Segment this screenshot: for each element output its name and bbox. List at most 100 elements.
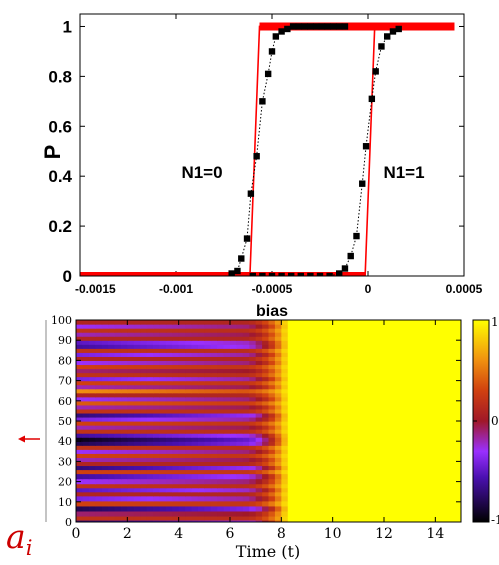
heatmap-cell — [294, 340, 302, 345]
heatmap-cell — [441, 425, 449, 430]
heatmap-cell — [76, 429, 84, 434]
heatmap-cell — [249, 412, 257, 418]
heatmap-cell — [274, 376, 282, 382]
heatmap-cell — [339, 388, 347, 394]
heatmap-cell — [377, 469, 385, 475]
heatmap-cell — [140, 421, 148, 426]
heatmap-cell — [114, 364, 122, 370]
heatmap-cell — [236, 495, 244, 502]
heatmap-cell — [409, 469, 417, 475]
heatmap-cell — [165, 396, 173, 402]
heatmap-cell — [95, 429, 103, 434]
heatmap-cell — [390, 328, 398, 333]
heatmap-cell — [371, 336, 379, 341]
heatmap-cell — [242, 469, 250, 475]
heatmap-cell — [274, 400, 282, 406]
heatmap-cell — [114, 478, 122, 485]
heatmap-cell — [76, 360, 84, 366]
heatmap-cell — [422, 449, 430, 454]
heatmap-cell — [120, 500, 128, 507]
heatmap-cell — [114, 519, 122, 522]
heatmap-cell — [300, 465, 308, 471]
heatmap-cell — [255, 364, 263, 370]
heatmap-cell — [384, 478, 392, 485]
heatmap-cell — [422, 510, 430, 517]
heatmap-cell — [185, 473, 193, 480]
heatmap-cell — [172, 495, 180, 502]
heatmap-cell — [159, 344, 167, 349]
data-point — [326, 272, 333, 276]
heatmap-cell — [255, 491, 263, 497]
heatmap-cell — [319, 332, 327, 337]
heatmap-cell — [88, 332, 96, 337]
heatmap-cell — [249, 400, 257, 406]
heatmap-cell — [307, 449, 315, 454]
heatmap-cell — [120, 433, 128, 438]
heatmap-cell — [127, 469, 135, 475]
heatmap-cell — [300, 433, 308, 438]
heatmap-cell — [172, 491, 180, 497]
heatmap-cell — [172, 510, 180, 517]
heatmap-cell — [448, 465, 456, 471]
heatmap-cell — [319, 457, 327, 462]
heatmap-cell — [133, 425, 141, 430]
heatmap-cell — [326, 483, 334, 489]
heatmap-cell — [339, 380, 347, 386]
heatmap-cell — [384, 412, 392, 418]
heatmap-cell — [95, 495, 103, 502]
heatmap-cell — [313, 515, 321, 521]
heatmap-cell — [409, 465, 417, 471]
heatmap-cell — [178, 421, 186, 426]
heatmap-cell — [307, 505, 315, 512]
y-tick-label: 0 — [63, 267, 72, 286]
heatmap-cell — [249, 505, 257, 512]
heatmap-cell — [223, 404, 231, 410]
heatmap-cell — [223, 336, 231, 341]
heatmap-cell — [454, 449, 461, 454]
heatmap-cell — [384, 368, 392, 374]
heatmap-cell — [448, 364, 456, 370]
heatmap-cell — [185, 376, 193, 382]
heatmap-cell — [262, 469, 270, 475]
heatmap-cell — [146, 380, 154, 386]
heatmap-cell — [326, 478, 334, 485]
heatmap-cell — [332, 364, 340, 370]
heatmap-cell — [197, 421, 205, 426]
heatmap-cell — [294, 328, 302, 333]
heatmap-cell — [319, 352, 327, 357]
heatmap-cell — [351, 392, 359, 398]
heatmap-cell — [351, 404, 359, 410]
heatmap-cell — [454, 364, 461, 370]
heatmap-cell — [403, 487, 411, 493]
heatmap-cell — [223, 491, 231, 497]
heatmap-cell — [454, 457, 461, 462]
heatmap-cell — [210, 344, 218, 349]
heatmap-cell — [332, 348, 340, 353]
heatmap-cell — [351, 505, 359, 512]
heatmap-cell — [326, 461, 334, 467]
heatmap-cell — [236, 505, 244, 512]
heatmap-cell — [230, 519, 238, 522]
heatmap-cell — [332, 469, 340, 475]
heatmap-cell — [294, 425, 302, 430]
heatmap-cell — [326, 392, 334, 398]
heatmap-cell — [448, 441, 456, 446]
heatmap-cell — [390, 487, 398, 493]
heatmap-cell — [422, 491, 430, 497]
heatmap-cell — [274, 465, 282, 471]
heatmap-cell — [230, 392, 238, 398]
heatmap-cell — [76, 400, 84, 406]
heatmap-cell — [403, 449, 411, 454]
heatmap-cell — [300, 445, 308, 450]
heatmap-cell — [409, 461, 417, 467]
heatmap-cell — [159, 388, 167, 394]
heatmap-cell — [185, 491, 193, 497]
heatmap-cell — [217, 416, 225, 422]
heatmap-cell — [236, 425, 244, 430]
heatmap-cell — [249, 352, 257, 357]
data-point — [234, 267, 241, 275]
heatmap-cell — [371, 344, 379, 349]
heatmap-cell — [249, 320, 257, 325]
heatmap-cell — [82, 412, 90, 418]
heatmap-cell — [217, 368, 225, 374]
